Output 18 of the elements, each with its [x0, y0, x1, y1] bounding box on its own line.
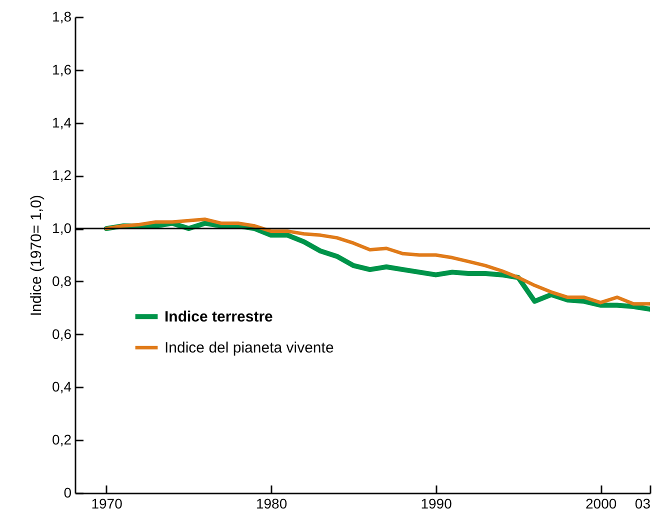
legend-label: Indice del pianeta vivente — [164, 340, 334, 357]
y-tick-label: 0,6 — [52, 326, 72, 342]
x-tick-label: 03 — [634, 496, 651, 512]
y-tick-label: 0,8 — [52, 272, 72, 289]
y-tick-label: 1,0 — [52, 220, 72, 236]
x-tick-label: 1990 — [420, 496, 452, 512]
y-tick-label: 0 — [64, 484, 72, 500]
y-tick-label: 1,2 — [52, 167, 72, 184]
legend-label: Indice terrestre — [164, 308, 273, 326]
y-tick-label: 1,4 — [52, 114, 72, 130]
x-tick-label: 1970 — [91, 496, 123, 512]
y-axis-title: Indice (1970= 1,0) — [28, 194, 46, 316]
y-tick-label: 0,4 — [52, 378, 72, 395]
y-tick-label: 1,8 — [52, 8, 72, 24]
y-tick-label: 0,2 — [52, 432, 72, 448]
y-tick-label: 1,6 — [52, 61, 72, 78]
x-tick-label: 2000 — [585, 496, 617, 512]
x-tick-label: 1980 — [256, 496, 288, 512]
